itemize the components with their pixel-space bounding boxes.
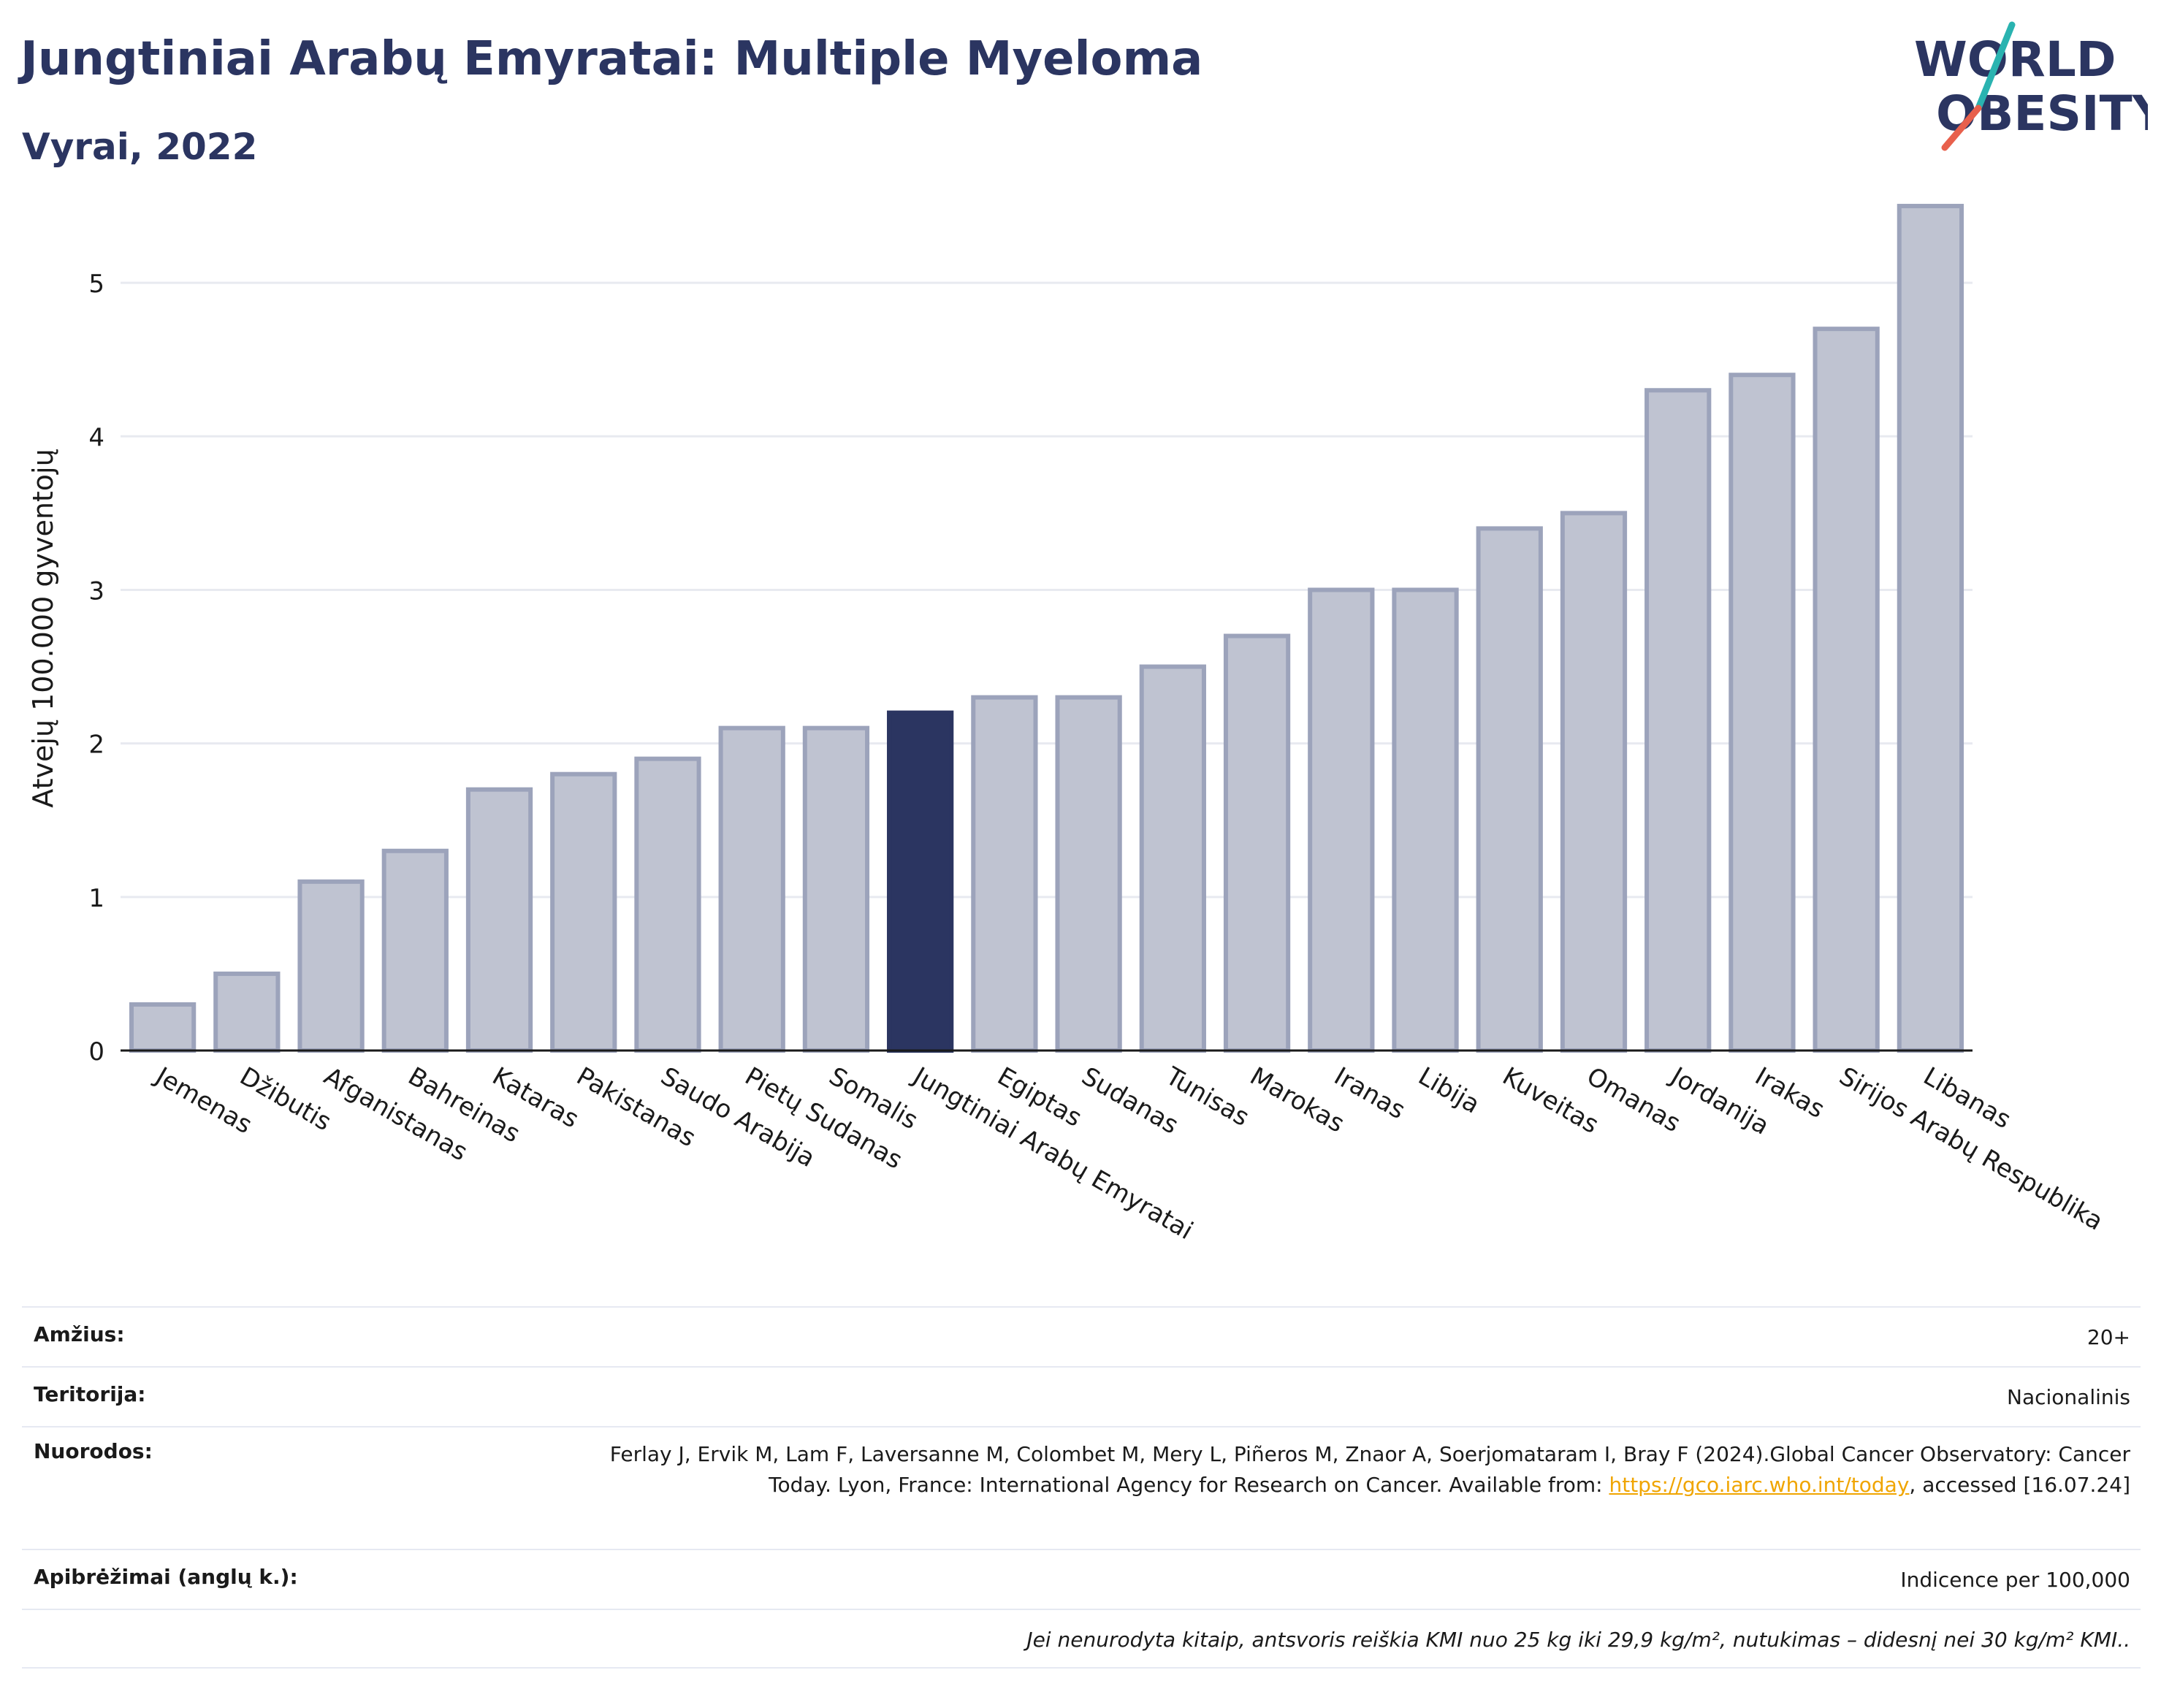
bar-chart: 012345JemenasDžibutisAfganistanasBahrein… (27, 204, 2108, 1246)
bar-sirijos-arabų-respublika (1813, 327, 1880, 1053)
logo-line-1: WORLD (1914, 31, 2116, 88)
reference-text: Ferlay J, Ervik M, Lam F, Laversanne M, … (609, 1442, 2130, 1497)
bar-džibutis (213, 971, 281, 1053)
y-tick-label: 0 (88, 1037, 104, 1067)
bar-pakistanas (550, 771, 617, 1053)
y-tick-label: 3 (88, 576, 104, 606)
x-tick-label: Omanas (1582, 1061, 1685, 1138)
bar-kataras (465, 787, 533, 1053)
y-tick-label: 2 (88, 731, 104, 760)
info-row-age: Amžius: 20+ (22, 1306, 2141, 1366)
bar-afganistanas (297, 879, 365, 1053)
bar-jordanija (1644, 388, 1712, 1053)
bar-omanas (1560, 511, 1628, 1053)
info-row-definitions: Apibrėžimai (anglų k.): Indicence per 10… (22, 1549, 2141, 1609)
world-obesity-logo: WORLD OBESITY (1914, 21, 2148, 151)
x-tick-label: Kuveitas (1498, 1061, 1604, 1140)
x-tick-label: Jemenas (149, 1061, 256, 1140)
reference-accessed: , accessed [16.07.24] (1909, 1473, 2130, 1497)
bar-jemenas (129, 1002, 197, 1053)
x-tick-label: Marokas (1245, 1061, 1349, 1139)
bar-bahreinas (381, 848, 449, 1053)
info-row-note: Jei nenurodyta kitaip, antsvoris reiškia… (22, 1609, 2141, 1669)
bar-layer (129, 204, 1964, 1053)
x-tick-label: Afganistanas (319, 1061, 473, 1167)
bar-sudanas (1055, 695, 1122, 1053)
info-note: Jei nenurodyta kitaip, antsvoris reiškia… (1026, 1628, 2130, 1652)
info-value-definitions: Indicence per 100,000 (1900, 1568, 2130, 1592)
info-value-references: Ferlay J, Ervik M, Lam F, Laversanne M, … (596, 1439, 2141, 1501)
info-label-definitions: Apibrėžimai (anglų k.): (34, 1565, 298, 1589)
bar-marokas (1223, 633, 1291, 1053)
info-label-age: Amžius: (34, 1322, 125, 1346)
bar-libija (1392, 587, 1459, 1053)
bar-libanas (1897, 204, 1964, 1053)
info-label-territory: Teritorija: (34, 1382, 146, 1406)
info-row-territory: Teritorija: Nacionalinis (22, 1366, 2141, 1426)
bar-saudo-arabija (634, 756, 701, 1053)
reference-link[interactable]: https://gco.iarc.who.int/today (1609, 1473, 1910, 1497)
bar-iranas (1308, 587, 1375, 1053)
y-tick-label: 1 (88, 884, 104, 913)
page-title: Jungtiniai Arabų Emyratai: Multiple Myel… (20, 32, 1203, 86)
x-tick-label: Sudanas (1077, 1061, 1184, 1140)
info-table: Amžius: 20+ Teritorija: Nacionalinis Nuo… (22, 1306, 2141, 1669)
info-value-territory: Nacionalinis (2007, 1385, 2130, 1409)
bar-pietų-sudanas (718, 725, 785, 1053)
bar-egiptas (971, 695, 1038, 1053)
info-label-references: Nuorodos: (34, 1439, 153, 1463)
bar-somalis (802, 725, 870, 1053)
info-row-references: Nuorodos: Ferlay J, Ervik M, Lam F, Lave… (22, 1426, 2141, 1549)
bar-kuveitas (1476, 526, 1543, 1053)
logo-slash-bottom (1941, 104, 1982, 151)
bar-irakas (1729, 373, 1796, 1053)
y-axis-label: Atvejų 100.000 gyventojų (27, 449, 59, 807)
bar-jungtiniai-arabų-emyratai (887, 710, 954, 1053)
info-value-age: 20+ (2086, 1325, 2130, 1349)
x-tick-label: Libija (1414, 1061, 1485, 1119)
y-tick-label: 5 (88, 270, 104, 299)
logo-slash-top (1975, 21, 2016, 112)
y-tick-label: 4 (88, 423, 104, 452)
page-subtitle: Vyrai, 2022 (22, 126, 258, 168)
bar-tunisas (1139, 664, 1206, 1053)
